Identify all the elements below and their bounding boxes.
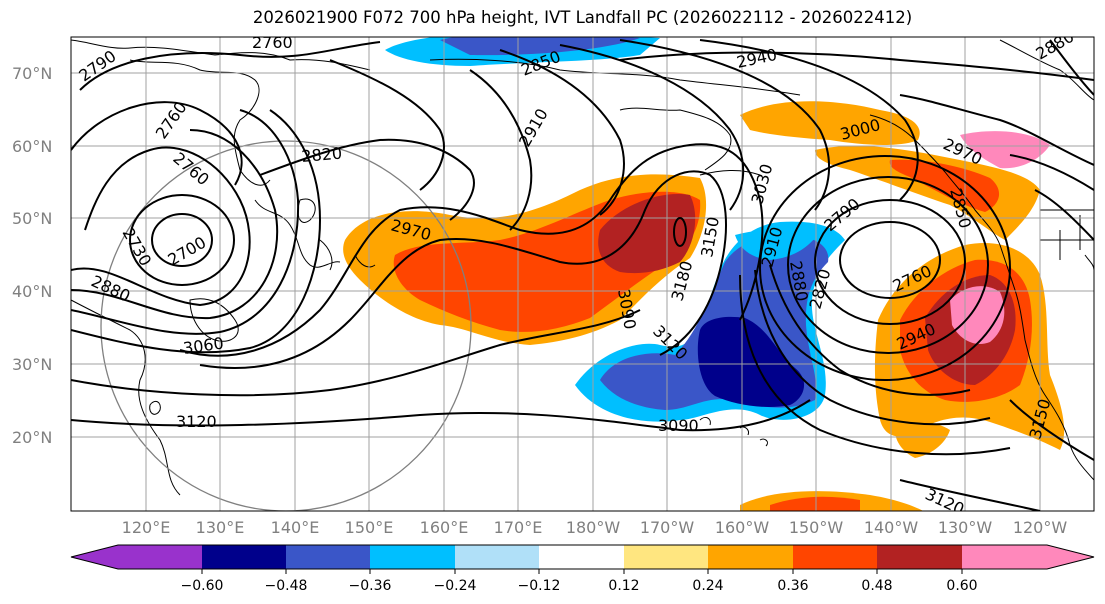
map-frame: [70, 36, 1095, 512]
colorbar-tick-label: 0.48: [861, 578, 892, 594]
lat-label: 60°N: [12, 137, 52, 156]
colorbar-swatch: [793, 545, 878, 569]
colorbar-tick-label: 0.36: [777, 578, 808, 594]
latitude-labels: 70°N 60°N 50°N 40°N 30°N 20°N: [12, 64, 52, 447]
colorbar-extend-min: [71, 545, 118, 569]
contour-label: 3090: [658, 416, 699, 435]
colorbar-swatch: [202, 545, 287, 569]
lon-label: 130°E: [196, 518, 245, 537]
map-title: 2026021900 F072 700 hPa height, IVT Land…: [252, 8, 913, 27]
range-circle: [100, 140, 472, 511]
lat-label: 70°N: [12, 64, 52, 83]
colorbar-tick-label: 0.12: [608, 578, 639, 594]
lon-label: 170°E: [494, 518, 543, 537]
colorbar-swatch: [455, 545, 540, 569]
colorbar-swatch: [286, 545, 371, 569]
colorbar-swatch: [539, 545, 625, 569]
ivt-negative-shading: [385, 37, 845, 422]
lon-label: 150°W: [789, 518, 844, 537]
lat-label: 50°N: [12, 209, 52, 228]
contour-label: 3120: [176, 412, 217, 431]
colorbar-swatch: [708, 545, 794, 569]
colorbar-tick-label: 0.24: [692, 578, 723, 594]
lat-label: 20°N: [12, 428, 52, 447]
colorbar-extend-max: [1047, 545, 1094, 569]
lon-label: 170°W: [640, 518, 695, 537]
lon-label: 120°E: [122, 518, 171, 537]
colorbar-swatch: [370, 545, 456, 569]
lon-label: 180°W: [566, 518, 621, 537]
colorbar-tick-label: −0.12: [518, 578, 561, 594]
colorbar-tick-label: 0.60: [946, 578, 977, 594]
colorbar-swatch: [962, 545, 1047, 569]
lon-label: 120°W: [1013, 518, 1068, 537]
colorbar-outline: [70, 544, 1095, 570]
colorbar-swatch: [624, 545, 709, 569]
ivt-positive-shading: [343, 101, 1065, 511]
colorbar-tick-label: −0.60: [181, 578, 224, 594]
colorbar-swatch: [877, 545, 963, 569]
lon-label: 160°E: [420, 518, 469, 537]
colorbar-tick-label: −0.36: [349, 578, 392, 594]
lat-label: 40°N: [12, 282, 52, 301]
longitude-labels: 120°E 130°E 140°E 150°E 160°E 170°E 180°…: [122, 518, 1068, 537]
lon-label: 130°W: [938, 518, 993, 537]
lon-label: 150°E: [345, 518, 394, 537]
height-contours: [71, 39, 1094, 511]
contour-label: 2820: [301, 144, 343, 166]
lat-label: 30°N: [12, 355, 52, 374]
contour-label: 2760: [252, 33, 293, 52]
lon-label: 160°W: [715, 518, 770, 537]
colorbar: −0.60 −0.48 −0.36 −0.24 −0.12 0.12 0.24 …: [70, 544, 1095, 594]
lon-label: 140°E: [271, 518, 320, 537]
colorbar-tick-label: −0.24: [434, 578, 477, 594]
colorbar-tick-label: −0.48: [265, 578, 308, 594]
lon-label: 140°W: [864, 518, 919, 537]
colorbar-swatch: [118, 545, 203, 569]
